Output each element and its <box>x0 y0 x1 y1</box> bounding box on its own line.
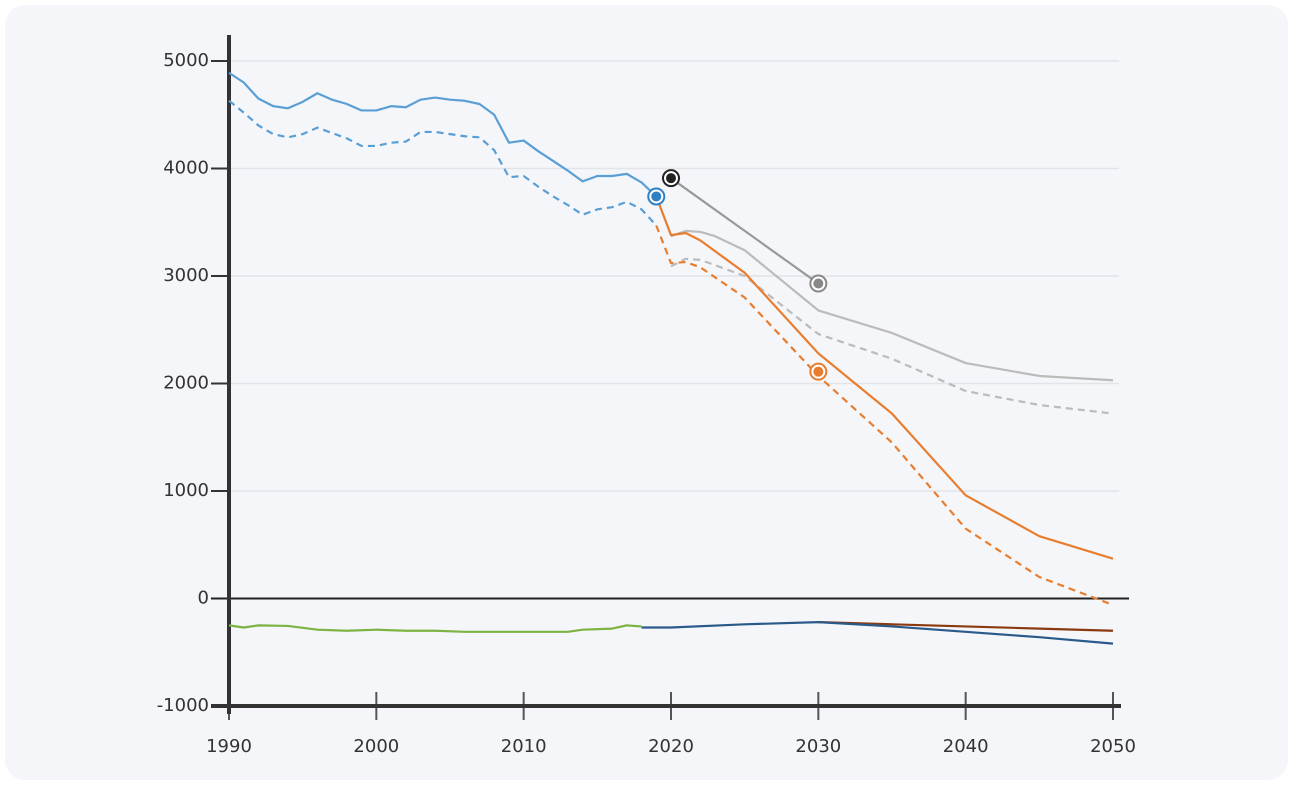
y-tick-label: -1000 <box>157 695 209 716</box>
point <box>666 173 676 184</box>
x-tick-label: 2050 <box>1090 736 1136 757</box>
x-tick-label: 2030 <box>795 736 841 757</box>
x-tick-label: 1990 <box>206 736 252 757</box>
series-line <box>641 621 1114 645</box>
series-line <box>670 229 1114 382</box>
series-line <box>670 257 1114 415</box>
y-tick-label: 4000 <box>163 158 209 179</box>
y-tick-label: 2000 <box>163 373 209 394</box>
x-tick-label: 2020 <box>648 736 694 757</box>
y-tick-label: 5000 <box>163 50 209 71</box>
point <box>813 278 824 289</box>
y-tick-label: 1000 <box>163 480 209 501</box>
point <box>651 191 662 202</box>
x-tick-label: 2040 <box>943 736 989 757</box>
series-line <box>228 71 658 198</box>
y-tick-label: 3000 <box>163 265 209 286</box>
x-tick-label: 2010 <box>501 736 547 757</box>
x-tick-label: 2000 <box>353 736 399 757</box>
point <box>813 366 824 377</box>
series-line <box>670 177 819 285</box>
series-line <box>655 196 1114 560</box>
card <box>5 5 1288 780</box>
series-line <box>228 99 658 227</box>
series-line <box>228 624 642 633</box>
y-tick-label: 0 <box>198 588 209 609</box>
series-line <box>818 621 1114 632</box>
